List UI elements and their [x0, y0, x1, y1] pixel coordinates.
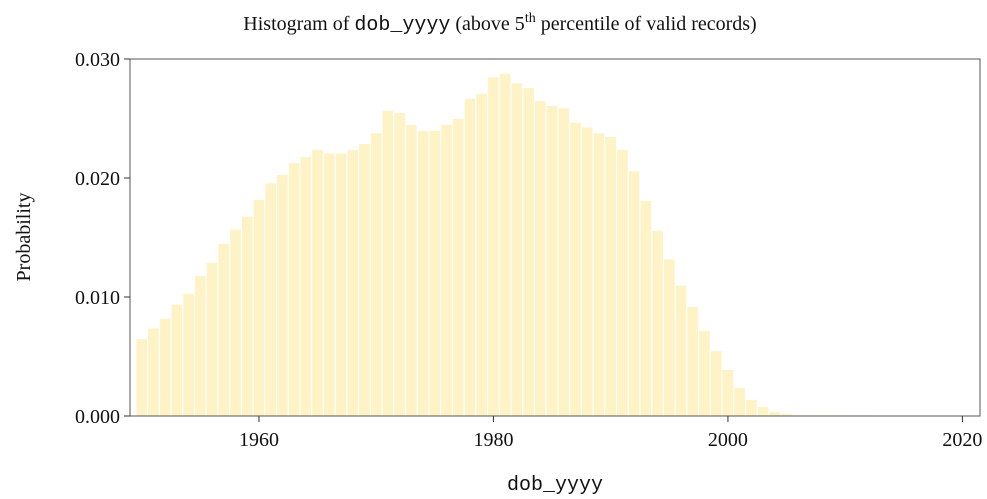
bar	[287, 162, 301, 417]
x-tick-label: 1960	[239, 429, 279, 451]
bar	[592, 132, 606, 417]
bar	[662, 258, 676, 417]
bar	[580, 126, 594, 417]
y-axis-label: Probability	[13, 193, 35, 282]
x-tick-label: 2000	[708, 429, 748, 451]
plot-frame	[129, 58, 981, 417]
x-tick-label: 2020	[942, 429, 982, 451]
bar	[170, 303, 184, 417]
bar	[299, 156, 313, 417]
bar	[510, 82, 524, 417]
bar	[698, 329, 711, 417]
bar	[745, 398, 758, 417]
bar	[768, 410, 782, 417]
y-tick-label: 0.010	[75, 287, 120, 309]
bar	[557, 107, 571, 417]
bar	[182, 292, 195, 417]
bar	[674, 284, 688, 417]
bar	[334, 152, 348, 417]
bar	[264, 182, 278, 417]
x-axis-label: dob_yyyy	[507, 474, 603, 497]
bar	[217, 242, 231, 417]
bar	[381, 109, 395, 417]
title-part: Histogram of	[243, 13, 354, 35]
chart-title: Histogram of dob_yyyy (above 5th percent…	[243, 11, 756, 37]
y-tick-label: 0.030	[75, 49, 120, 71]
bar	[416, 129, 430, 417]
bar	[756, 405, 770, 417]
bar	[405, 123, 418, 417]
bar	[451, 118, 465, 417]
bar	[651, 229, 664, 417]
y-tick-label: 0.000	[75, 406, 120, 428]
bar	[276, 173, 289, 417]
bar	[311, 148, 324, 417]
bar	[358, 142, 371, 417]
bar	[369, 132, 383, 417]
bar	[393, 112, 407, 417]
title-part: th	[525, 11, 536, 26]
bar	[533, 100, 547, 417]
bar	[522, 87, 535, 417]
bar	[498, 72, 512, 417]
bar	[475, 93, 489, 417]
bar	[616, 148, 629, 417]
bar	[193, 275, 207, 417]
bar	[604, 135, 618, 417]
bar	[463, 97, 477, 417]
bar	[205, 261, 219, 417]
bar	[252, 198, 266, 417]
bar	[229, 228, 242, 417]
bar	[733, 386, 747, 417]
bar	[627, 170, 641, 417]
bar	[346, 148, 360, 417]
bar	[135, 338, 149, 417]
bar	[545, 104, 559, 417]
bar	[721, 369, 735, 417]
bar	[147, 327, 160, 417]
y-tick-label: 0.020	[75, 168, 120, 190]
bar	[569, 121, 582, 417]
bar	[487, 76, 500, 417]
bar	[428, 129, 442, 417]
bar	[709, 350, 723, 417]
bar	[440, 123, 453, 417]
bar	[639, 200, 653, 417]
title-part: percentile of valid records)	[536, 13, 757, 35]
bar	[686, 306, 700, 417]
x-tick-label: 1980	[473, 429, 513, 451]
bar	[158, 317, 172, 417]
bar	[240, 215, 254, 417]
bar	[322, 152, 336, 417]
title-part: dob_yyyy	[354, 14, 450, 37]
title-part: (above 5	[450, 13, 524, 35]
